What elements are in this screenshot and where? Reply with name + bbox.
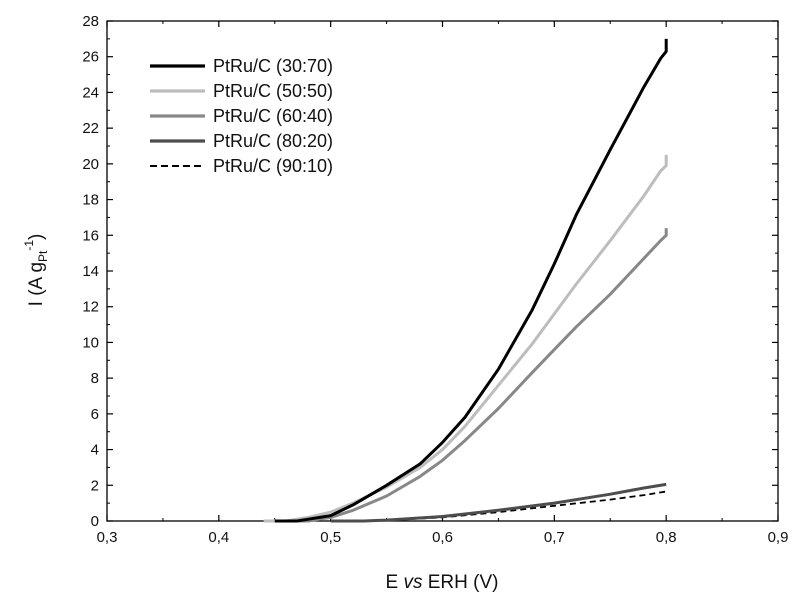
axes: 0,3 0,4 0,5 0,6 0,7 0,8 0,90246810121416182022… — [82, 13, 788, 546]
y-tick-label: 8 — [91, 370, 99, 387]
series-line-5 — [330, 490, 667, 522]
y-tick-label: 6 — [91, 406, 99, 423]
legend-label-5: PtRu/C (90:10) — [213, 156, 333, 176]
series-layer — [263, 38, 668, 523]
y-axis-title-sub: Pt — [36, 250, 50, 262]
x-axis-title-pre: E — [386, 572, 404, 593]
y-tick-label: 4 — [91, 442, 99, 459]
series-line-4 — [330, 482, 667, 523]
x-tick-label: 0,6 — [432, 529, 453, 546]
y-tick-label: 0 — [91, 513, 99, 530]
series-line-3 — [285, 228, 668, 523]
x-tick-label: 0,4 — [208, 529, 229, 546]
y-tick-label: 10 — [82, 334, 99, 351]
x-axis-title-post: ERH (V) — [422, 572, 498, 593]
y-tick-label: 28 — [82, 13, 99, 30]
y-tick-label: 16 — [82, 227, 99, 244]
x-tick-label: 0,3 — [97, 529, 118, 546]
x-tick-label: 0,9 — [768, 529, 789, 546]
x-axis-title-italic: vs — [403, 572, 423, 593]
y-tick-label: 18 — [82, 192, 99, 209]
legend-label-4: PtRu/C (80:20) — [213, 131, 333, 151]
y-tick-label: 26 — [82, 49, 99, 66]
y-axis-title: I (A gPt-1) — [22, 234, 50, 307]
legend-label-3: PtRu/C (60:40) — [213, 106, 333, 126]
y-tick-label: 22 — [82, 120, 99, 137]
legend-label-2: PtRu/C (50:50) — [213, 81, 333, 101]
y-tick-label: 20 — [82, 156, 99, 173]
y-axis-title-post: ) — [26, 234, 47, 240]
y-tick-label: 24 — [82, 84, 99, 101]
plot-frame — [106, 20, 779, 522]
series-line-1 — [274, 38, 668, 523]
y-tick-label: 14 — [82, 263, 99, 280]
y-axis-title-sup: -1 — [22, 240, 36, 251]
legend-label-1: PtRu/C (30:70) — [213, 56, 333, 76]
x-axis-title: E vs ERH (V) — [386, 572, 499, 593]
series-line-2 — [263, 154, 668, 523]
y-axis-title-pre: I (A g — [26, 262, 47, 306]
y-tick-label: 2 — [91, 477, 99, 494]
x-tick-label: 0,8 — [656, 529, 677, 546]
x-tick-label: 0,7 — [544, 529, 565, 546]
y-tick-label: 12 — [82, 299, 99, 316]
legend: PtRu/C (30:70) PtRu/C (50:50) PtRu/C (60:4… — [150, 56, 333, 176]
x-tick-label: 0,5 — [320, 529, 341, 546]
